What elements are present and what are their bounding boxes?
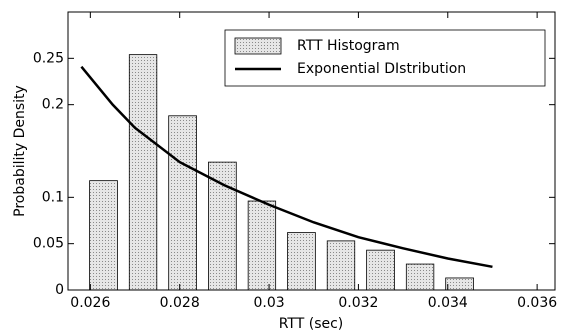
- x-tick-label: 0.032: [338, 295, 378, 311]
- y-axis-label: Probability Density: [12, 85, 28, 217]
- legend-swatch: [234, 37, 282, 55]
- bar: [326, 240, 356, 291]
- legend-label: RTT Histogram: [297, 38, 400, 54]
- x-tick-label: 0.034: [428, 295, 468, 311]
- bar: [247, 200, 277, 291]
- y-tick-label: 0.05: [33, 236, 64, 252]
- x-tick-label: 0.036: [517, 295, 557, 311]
- x-tick-label: 0.03: [253, 295, 284, 311]
- bar: [287, 232, 316, 291]
- bar: [445, 277, 474, 291]
- y-tick-label: 0.25: [33, 50, 64, 66]
- bar: [405, 263, 435, 291]
- x-axis-label: RTT (sec): [279, 316, 344, 332]
- x-tick-label: 0.026: [70, 295, 110, 311]
- plot-frame: [67, 11, 556, 291]
- bar: [366, 249, 395, 291]
- x-tick-label: 0.028: [160, 295, 200, 311]
- curve: [80, 65, 493, 269]
- bar: [89, 180, 118, 291]
- bar: [208, 161, 237, 291]
- y-tick-label: 0.1: [42, 189, 64, 205]
- legend-label: Exponential DIstribution: [297, 61, 466, 77]
- bar: [128, 54, 158, 291]
- y-tick-label: 0.2: [42, 97, 64, 113]
- bar: [168, 115, 197, 291]
- y-tick-label: 0: [55, 282, 64, 298]
